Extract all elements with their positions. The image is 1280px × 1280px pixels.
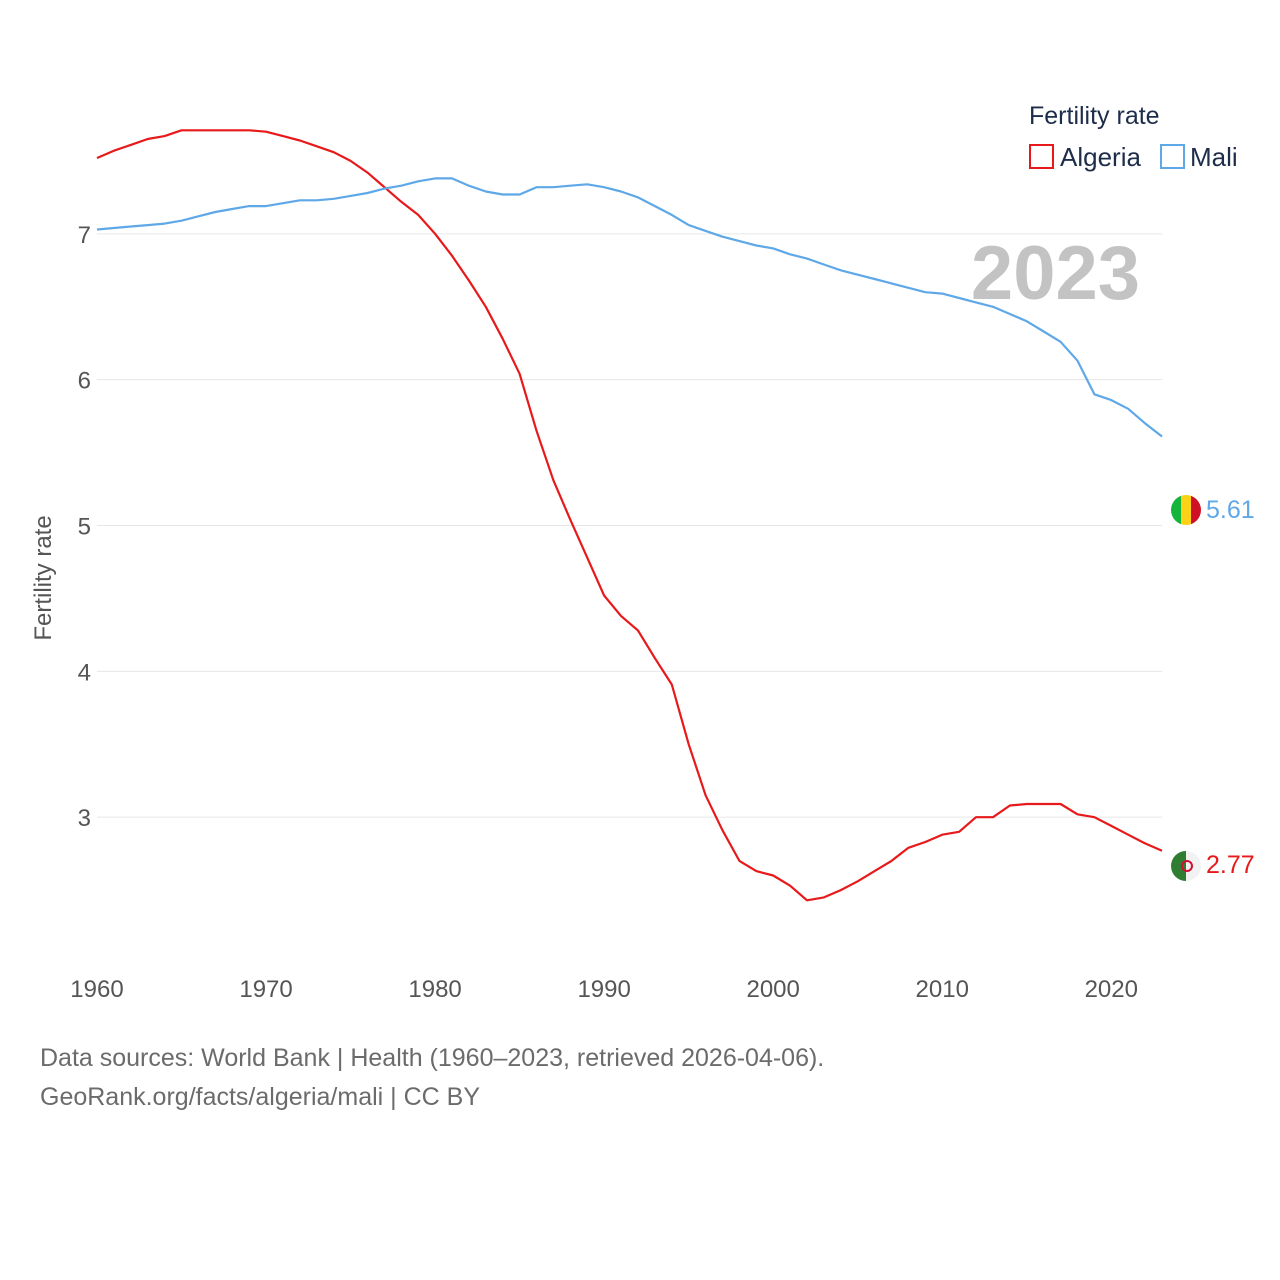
end-label-mali: 5.61	[1206, 496, 1255, 524]
legend-item-mali[interactable]: Mali	[1160, 142, 1238, 172]
x-tick-label: 2020	[1085, 976, 1138, 1003]
x-axis: 1960 1970 1980 1990 2000 2010 2020	[70, 976, 1138, 1003]
year-label: 2023	[971, 231, 1140, 316]
x-tick-label: 1980	[408, 976, 461, 1003]
end-markers: 5.61 2.77	[1171, 495, 1255, 881]
y-tick-label: 3	[78, 805, 91, 832]
footer-sources: Data sources: World Bank | Health (1960–…	[40, 1044, 825, 1072]
x-tick-label: 1970	[239, 976, 292, 1003]
y-tick-label: 5	[78, 514, 91, 541]
x-tick-label: 1990	[577, 976, 630, 1003]
legend-title: Fertility rate	[1029, 102, 1160, 130]
legend-item-algeria[interactable]: Algeria	[1029, 142, 1141, 172]
x-tick-label: 2010	[916, 976, 969, 1003]
y-tick-label: 4	[78, 659, 91, 686]
gridlines	[97, 233, 1162, 818]
legend-swatch-mali	[1160, 144, 1185, 169]
y-tick-label: 6	[78, 368, 91, 395]
footer-credit-link[interactable]: GeoRank.org/facts/algeria/mali | CC BY	[40, 1083, 481, 1111]
legend-label-mali: Mali	[1190, 142, 1238, 172]
legend[interactable]: Fertility rate Algeria Mali	[1029, 102, 1238, 172]
legend-swatch-algeria	[1029, 144, 1054, 169]
y-axis: 3 4 5 6 7	[78, 222, 91, 832]
legend-label-algeria: Algeria	[1060, 142, 1141, 172]
series-lines	[96, 129, 1163, 902]
end-label-algeria: 2.77	[1206, 851, 1255, 879]
series-line-algeria[interactable]	[96, 129, 1163, 902]
x-tick-label: 1960	[70, 976, 123, 1003]
y-axis-title: Fertility rate	[30, 515, 57, 640]
mali-flag-icon	[1171, 495, 1201, 525]
algeria-flag-icon	[1171, 851, 1201, 881]
x-tick-label: 2000	[746, 976, 799, 1003]
series-line-mali[interactable]	[96, 177, 1163, 438]
y-tick-label: 7	[78, 222, 91, 249]
